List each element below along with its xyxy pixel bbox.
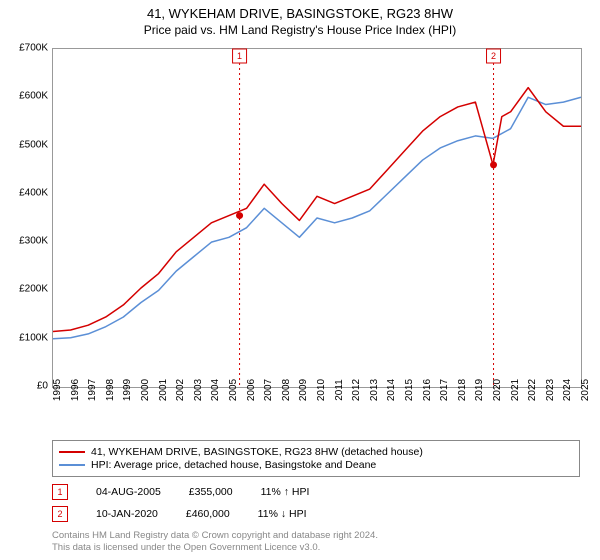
xtick-label: 2006 (246, 379, 257, 401)
svg-text:1: 1 (237, 51, 242, 61)
marker-row-2: 2 10-JAN-2020 £460,000 11% ↓ HPI (52, 506, 307, 522)
marker-row-1: 1 04-AUG-2005 £355,000 11% ↑ HPI (52, 484, 309, 500)
xtick-label: 2024 (562, 379, 573, 401)
xtick-label: 2016 (422, 379, 433, 401)
xtick-label: 2019 (474, 379, 485, 401)
xtick-label: 1998 (105, 379, 116, 401)
xtick-label: 2000 (140, 379, 151, 401)
marker-delta-2: 11% ↓ HPI (258, 508, 307, 520)
xtick-label: 2023 (545, 379, 556, 401)
legend-swatch-hpi (59, 464, 85, 466)
xtick-label: 1995 (52, 379, 63, 401)
xtick-label: 2003 (193, 379, 204, 401)
xtick-label: 2017 (439, 379, 450, 401)
marker-date-2: 10-JAN-2020 (96, 508, 158, 520)
xtick-label: 1997 (87, 379, 98, 401)
chart-svg: 12 (53, 49, 581, 387)
xtick-label: 2013 (369, 379, 380, 401)
xtick-label: 2020 (492, 379, 503, 401)
chart-subtitle: Price paid vs. HM Land Registry's House … (0, 21, 600, 37)
xtick-label: 2004 (210, 379, 221, 401)
footer: Contains HM Land Registry data © Crown c… (52, 530, 378, 554)
xtick-label: 2005 (228, 379, 239, 401)
chart-title: 41, WYKEHAM DRIVE, BASINGSTOKE, RG23 8HW (0, 0, 600, 21)
xtick-label: 2008 (281, 379, 292, 401)
xtick-label: 2015 (404, 379, 415, 401)
marker-box-2: 2 (52, 506, 68, 522)
ytick-label: £700K (19, 43, 48, 54)
xtick-label: 2022 (527, 379, 538, 401)
xtick-label: 1996 (70, 379, 81, 401)
marker-delta-1: 11% ↑ HPI (261, 486, 310, 498)
legend-item-hpi: HPI: Average price, detached house, Basi… (59, 459, 573, 471)
marker-box-1: 1 (52, 484, 68, 500)
xtick-label: 2012 (351, 379, 362, 401)
xtick-label: 2007 (263, 379, 274, 401)
xtick-label: 2009 (298, 379, 309, 401)
xtick-label: 2021 (510, 379, 521, 401)
xtick-label: 2025 (580, 379, 591, 401)
xtick-label: 2014 (386, 379, 397, 401)
xtick-label: 2018 (457, 379, 468, 401)
marker-price-1: £355,000 (189, 486, 233, 498)
legend-label-hpi: HPI: Average price, detached house, Basi… (91, 459, 376, 471)
xtick-label: 1999 (122, 379, 133, 401)
chart-container: 41, WYKEHAM DRIVE, BASINGSTOKE, RG23 8HW… (0, 0, 600, 560)
marker-date-1: 04-AUG-2005 (96, 486, 161, 498)
footer-line2: This data is licensed under the Open Gov… (52, 542, 378, 554)
legend-swatch-address (59, 451, 85, 453)
ytick-label: £300K (19, 236, 48, 247)
xtick-label: 2010 (316, 379, 327, 401)
plot-area: 12 (52, 48, 582, 388)
ytick-label: £200K (19, 284, 48, 295)
legend-item-address: 41, WYKEHAM DRIVE, BASINGSTOKE, RG23 8HW… (59, 446, 573, 458)
footer-line1: Contains HM Land Registry data © Crown c… (52, 530, 378, 542)
ytick-label: £100K (19, 332, 48, 343)
ytick-label: £500K (19, 139, 48, 150)
ytick-label: £400K (19, 187, 48, 198)
xtick-label: 2011 (334, 379, 345, 401)
legend: 41, WYKEHAM DRIVE, BASINGSTOKE, RG23 8HW… (52, 440, 580, 477)
legend-label-address: 41, WYKEHAM DRIVE, BASINGSTOKE, RG23 8HW… (91, 446, 423, 458)
marker-price-2: £460,000 (186, 508, 230, 520)
ytick-label: £0 (37, 381, 48, 392)
xtick-label: 2002 (175, 379, 186, 401)
svg-text:2: 2 (491, 51, 496, 61)
xtick-label: 2001 (158, 379, 169, 401)
ytick-label: £600K (19, 91, 48, 102)
